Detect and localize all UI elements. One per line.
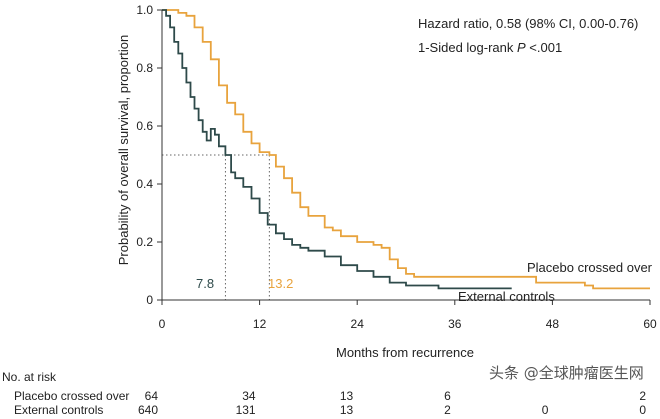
survival-curves — [162, 9, 650, 290]
reference-lines — [162, 154, 270, 300]
risk-table-title: No. at risk — [2, 370, 57, 384]
x-tick-label-3: 36 — [448, 317, 462, 331]
risk-row-label-1: External controls — [14, 403, 103, 417]
risk-value-1-2: 13 — [340, 403, 354, 417]
y-tick-label-1: 0.2 — [136, 235, 153, 249]
series-label-external: External controls — [458, 289, 555, 304]
log-rank-prefix: 1-Sided log-rank — [418, 40, 517, 55]
series-label-placebo: Placebo crossed over — [527, 260, 653, 275]
x-tick-label-0: 0 — [159, 317, 166, 331]
risk-value-0-1: 34 — [242, 389, 256, 403]
y-tick-label-0: 0 — [146, 293, 153, 307]
log-rank-annotation: 1-Sided log-rank P <.001 — [418, 40, 562, 55]
x-axis-title: Months from recurrence — [336, 345, 474, 360]
log-rank-suffix: <.001 — [526, 40, 563, 55]
risk-value-1-4: 0 — [542, 403, 549, 417]
median-label-external: 7.8 — [196, 276, 214, 291]
risk-value-1-1: 131 — [236, 403, 256, 417]
risk-value-0-0: 64 — [145, 389, 159, 403]
watermark: 头条 @全球肿瘤医生网 — [486, 362, 647, 383]
y-tick-label-4: 0.8 — [136, 61, 153, 75]
x-tick-label-1: 12 — [253, 317, 267, 331]
hazard-ratio-annotation: Hazard ratio, 0.58 (98% CI, 0.00-0.76) — [418, 16, 638, 31]
risk-row-label-0: Placebo crossed over — [14, 389, 129, 403]
series-line-0 — [162, 9, 650, 290]
x-tick-label-2: 24 — [351, 317, 365, 331]
median-label-placebo: 13.2 — [268, 276, 293, 291]
y-tick-label-2: 0.4 — [136, 177, 153, 191]
risk-value-0-3: 6 — [444, 389, 451, 403]
axes: 0 12 24 36 48 60 0 0.2 0.4 0.6 0.8 1.0 — [136, 3, 657, 331]
y-tick-label-3: 0.6 — [136, 119, 153, 133]
x-tick-label-4: 48 — [546, 317, 560, 331]
risk-value-1-5: 0 — [639, 403, 646, 417]
x-tick-label-5: 60 — [643, 317, 657, 331]
y-tick-label-5: 1.0 — [136, 3, 153, 17]
y-axis-title: Probability of overall survival, proport… — [116, 35, 131, 266]
risk-value-1-0: 640 — [138, 403, 158, 417]
risk-value-1-3: 2 — [444, 403, 451, 417]
risk-value-0-2: 13 — [340, 389, 354, 403]
risk-table: No. at risk Placebo crossed over 64 34 13 6 2… — [2, 370, 646, 417]
log-rank-p: P — [517, 40, 526, 55]
series-line-1 — [162, 9, 512, 290]
risk-value-0-5: 2 — [639, 389, 646, 403]
